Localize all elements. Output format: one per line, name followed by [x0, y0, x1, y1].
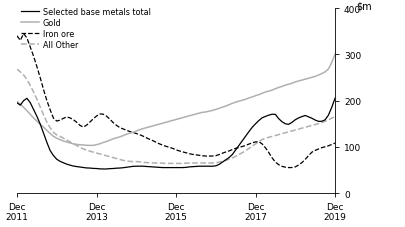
All Other: [15, 68, 19, 71]
All Other: [38, 106, 43, 109]
Line: Iron ore: Iron ore: [17, 35, 335, 168]
All Other: [200, 162, 205, 165]
Selected base metals total: [263, 116, 268, 118]
Gold: [15, 101, 19, 103]
Gold: [87, 144, 92, 147]
Selected base metals total: [200, 165, 205, 168]
Gold: [38, 123, 43, 126]
Gold: [200, 111, 205, 114]
Selected base metals total: [177, 166, 182, 169]
Line: Gold: Gold: [17, 55, 335, 146]
Gold: [263, 91, 268, 94]
Iron ore: [28, 46, 33, 49]
Iron ore: [41, 89, 46, 91]
Selected base metals total: [97, 168, 102, 170]
Iron ore: [200, 155, 205, 158]
Line: Selected base metals total: Selected base metals total: [17, 99, 335, 169]
Selected base metals total: [101, 168, 106, 170]
All Other: [263, 137, 268, 140]
Iron ore: [263, 147, 268, 150]
All Other: [164, 162, 168, 165]
Y-axis label: $m: $m: [356, 2, 371, 12]
Gold: [333, 54, 337, 57]
Iron ore: [101, 113, 106, 116]
Iron ore: [177, 150, 182, 153]
Gold: [24, 110, 29, 113]
Selected base metals total: [333, 97, 337, 100]
Iron ore: [15, 35, 19, 38]
Selected base metals total: [38, 123, 43, 126]
All Other: [333, 116, 337, 118]
Selected base metals total: [24, 98, 29, 100]
All Other: [177, 162, 182, 165]
All Other: [24, 79, 29, 81]
Gold: [177, 118, 182, 120]
Iron ore: [21, 33, 26, 36]
Gold: [101, 142, 106, 144]
Iron ore: [286, 166, 291, 169]
Legend: Selected base metals total, Gold, Iron ore, All Other: Selected base metals total, Gold, Iron o…: [21, 7, 151, 49]
All Other: [97, 153, 102, 156]
Iron ore: [333, 142, 337, 145]
Selected base metals total: [15, 102, 19, 105]
Line: All Other: All Other: [17, 70, 335, 164]
